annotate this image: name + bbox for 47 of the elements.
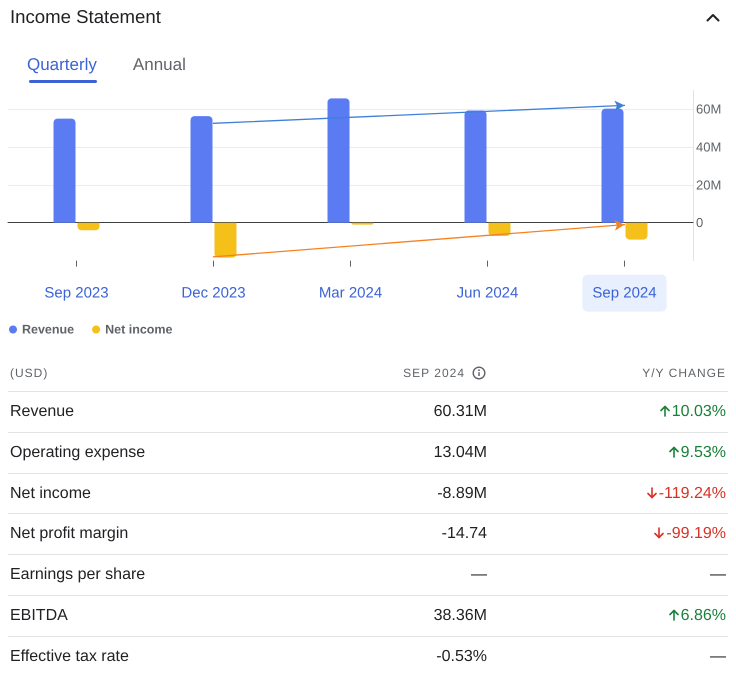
category-label: Operating expense — [10, 442, 146, 463]
data-label: — — [710, 565, 726, 585]
legend-label: Net income — [105, 322, 173, 336]
bar — [464, 110, 487, 223]
category-label: Net profit margin — [10, 524, 128, 544]
bar — [214, 222, 236, 258]
legend-label: Revenue — [22, 322, 74, 336]
legend-label: SEP 2024 — [403, 365, 465, 382]
y-tick-label: 0 — [696, 215, 704, 230]
bar — [190, 116, 213, 223]
bar — [77, 222, 100, 230]
y-tick-label: 20M — [696, 177, 722, 192]
x-tick-label: Mar 2024 — [318, 284, 382, 302]
data-label: — — [471, 565, 487, 585]
text: (USD) — [10, 365, 48, 382]
data-label: — — [710, 646, 726, 666]
data-label: -119.24% — [658, 484, 726, 504]
text: Quarterly — [27, 55, 97, 76]
y-tick-label: 60M — [696, 102, 722, 117]
category-label: Effective tax rate — [10, 646, 129, 666]
x-tick-label: Jun 2024 — [456, 284, 518, 302]
data-label: -0.53% — [436, 646, 487, 666]
data-label: 60.31M — [434, 402, 487, 422]
text: Annual — [132, 55, 186, 76]
data-label: 6.86% — [680, 606, 726, 626]
data-label: 9.53% — [680, 442, 726, 463]
category-label: Revenue — [10, 402, 74, 422]
data-label: -99.19% — [665, 524, 726, 544]
category-label: EBITDA — [10, 606, 68, 626]
bar — [602, 108, 624, 223]
bar — [328, 98, 350, 223]
text: Y/Y CHANGE — [642, 365, 726, 382]
bar — [488, 222, 510, 236]
category-label: Net income — [10, 484, 91, 504]
data-label: 38.36M — [434, 606, 487, 626]
data-label: 10.03% — [670, 402, 726, 422]
x-tick-label: Sep 2024 — [592, 284, 657, 302]
x-tick-label: Sep 2023 — [44, 284, 109, 302]
x-tick-label: Dec 2023 — [181, 284, 246, 302]
y-tick-label: 40M — [696, 140, 722, 154]
data-label: -14.74 — [442, 524, 487, 544]
category-label: Earnings per share — [10, 565, 146, 585]
data-label: -8.89M — [437, 484, 487, 504]
data-label: 13.04M — [434, 442, 487, 463]
bar — [54, 118, 76, 223]
chart-title: Income Statement — [10, 5, 161, 29]
bar — [625, 222, 648, 240]
